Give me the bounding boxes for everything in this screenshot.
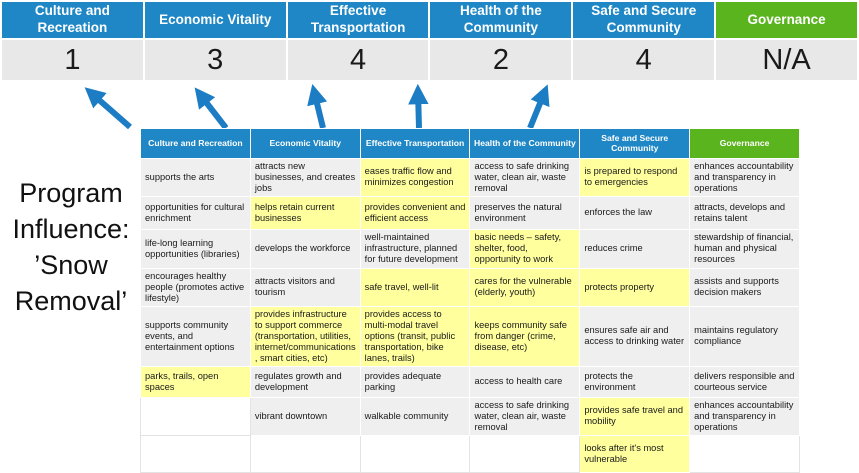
- matrix-cell: access to safe drinking water, clean air…: [469, 158, 581, 197]
- matrix-cell: basic needs – safety, shelter, food, opp…: [469, 228, 581, 269]
- influence-arrow-economic: [194, 87, 229, 130]
- matrix-cell: keeps community safe from danger (crime,…: [469, 305, 581, 367]
- scoreboard-header-health-of-the-community: Health of the Community: [430, 2, 572, 38]
- matrix-cell: parks, trails, open spaces: [140, 365, 251, 398]
- matrix-cell: enforces the law: [579, 195, 691, 230]
- influence-arrow-transportation: [307, 84, 328, 129]
- matrix-cell: provides infrastructure to support comme…: [249, 305, 361, 367]
- influence-arrow-culture: [84, 87, 132, 130]
- matrix-header-effective-transportation: Effective Transportation: [359, 128, 471, 159]
- program-title: Program Influence: ’Snow Removal’: [12, 178, 130, 316]
- matrix-header-health-of-the-community: Health of the Community: [469, 128, 581, 159]
- matrix-cell: looks after it's most vulnerable: [579, 434, 691, 473]
- matrix-cell: provides safe travel and mobility: [579, 396, 691, 436]
- matrix-cell: [140, 434, 251, 473]
- matrix-cell: delivers responsible and courteous servi…: [689, 365, 800, 398]
- matrix-cell: regulates growth and development: [249, 365, 361, 398]
- scoreboard-header-safe-and-secure-community: Safe and Secure Community: [573, 2, 715, 38]
- matrix-cell: [249, 434, 361, 473]
- scoreboard: Culture and Recreation Economic Vitality E…: [2, 2, 857, 80]
- matrix-cell: attracts visitors and tourism: [249, 267, 361, 307]
- matrix-cell: provides access to multi-modal travel op…: [359, 305, 471, 367]
- influence-arrow-health: [408, 83, 429, 129]
- matrix-header-safe-and-secure-community: Safe and Secure Community: [579, 128, 691, 159]
- matrix-row: vibrant downtown walkable community access…: [140, 396, 800, 436]
- matrix-cell: cares for the vulnerable (elderly, youth…: [469, 267, 581, 307]
- matrix-cell: [469, 434, 581, 473]
- score-value-health-of-the-community: 2: [430, 40, 572, 80]
- matrix-cell: vibrant downtown: [249, 396, 361, 436]
- score-value-culture-and-recreation: 1: [2, 40, 143, 80]
- matrix-cell: reduces crime: [579, 228, 691, 269]
- influence-matrix: Culture and Recreation Economic Vitality E…: [140, 128, 800, 473]
- matrix-cell: access to health care: [469, 365, 581, 398]
- matrix-cell: enhances accountability and transparency…: [689, 158, 800, 197]
- matrix-cell: provides convenient and efficient access: [359, 195, 471, 230]
- matrix-header-governance: Governance: [689, 128, 800, 159]
- scoreboard-header-governance: Governance: [716, 2, 857, 38]
- matrix-cell: life-long learning opportunities (librar…: [140, 228, 251, 269]
- matrix-cell: [689, 434, 800, 473]
- matrix-cell: maintains regulatory compliance: [689, 305, 800, 367]
- matrix-cell: assists and supports decision makers: [689, 267, 800, 307]
- influence-arrow-safe: [527, 84, 550, 130]
- scoreboard-header-effective-transportation: Effective Transportation: [287, 2, 429, 38]
- matrix-cell: is prepared to respond to emergencies: [579, 158, 691, 197]
- matrix-cell: ensures safe air and access to drinking …: [579, 305, 691, 367]
- matrix-cell: eases traffic flow and minimizes congest…: [359, 158, 471, 197]
- matrix-row: supports the arts attracts new businesses…: [140, 158, 800, 197]
- matrix-cell: preserves the natural environment: [469, 195, 581, 230]
- matrix-header-economic-vitality: Economic Vitality: [249, 128, 361, 159]
- matrix-cell: attracts new businesses, and creates job…: [249, 158, 361, 197]
- matrix-row: opportunities for cultural enrichment hel…: [140, 195, 800, 230]
- matrix-cell: protects the environment: [579, 365, 691, 398]
- matrix-row: life-long learning opportunities (librar…: [140, 228, 800, 269]
- matrix-cell: provides adequate parking: [359, 365, 471, 398]
- matrix-cell: safe travel, well-lit: [359, 267, 471, 307]
- matrix-cell: protects property: [579, 267, 691, 307]
- matrix-row: looks after it's most vulnerable: [140, 434, 800, 473]
- matrix-cell: access to safe drinking water, clean air…: [469, 396, 581, 436]
- matrix-cell: develops the workforce: [249, 228, 361, 269]
- score-value-effective-transportation: 4: [287, 40, 429, 80]
- scoreboard-header-culture-and-recreation: Culture and Recreation: [2, 2, 143, 38]
- score-value-governance: N/A: [716, 40, 857, 80]
- matrix-cell: stewardship of financial, human and phys…: [689, 228, 800, 269]
- matrix-cell: supports the arts: [140, 158, 251, 197]
- matrix-cell: helps retain current businesses: [249, 195, 361, 230]
- matrix-row: parks, trails, open spaces regulates grow…: [140, 365, 800, 398]
- matrix-row: encourages healthy people (promotes acti…: [140, 267, 800, 307]
- score-value-safe-and-secure-community: 4: [573, 40, 715, 80]
- matrix-row: supports community events, and entertain…: [140, 305, 800, 367]
- score-value-economic-vitality: 3: [144, 40, 286, 80]
- matrix-cell: [359, 434, 471, 473]
- matrix-cell: encourages healthy people (promotes acti…: [140, 267, 251, 307]
- matrix-cell: opportunities for cultural enrichment: [140, 195, 251, 230]
- matrix-cell: enhances accountability and transparency…: [689, 396, 800, 436]
- scoreboard-header-economic-vitality: Economic Vitality: [144, 2, 286, 38]
- matrix-cell: well-maintained infrastructure, planned …: [359, 228, 471, 269]
- matrix-cell: attracts, develops and retains talent: [689, 195, 800, 230]
- matrix-cell: walkable community: [359, 396, 471, 436]
- matrix-cell: [140, 396, 251, 436]
- matrix-header-culture-and-recreation: Culture and Recreation: [140, 128, 251, 159]
- matrix-cell: supports community events, and entertain…: [140, 305, 251, 367]
